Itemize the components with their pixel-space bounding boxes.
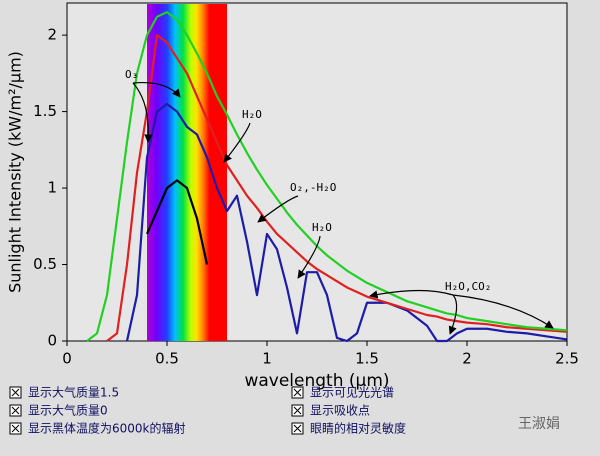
annotation: H₂O	[312, 221, 332, 234]
annotation: H₂O,CO₂	[445, 280, 491, 293]
annotation: H₂O	[242, 108, 262, 121]
x-axis-label: wavelength (µm)	[244, 371, 389, 391]
annotation-arrow	[132, 82, 153, 143]
annotation: O₃	[125, 68, 138, 81]
checkbox-cross	[293, 424, 302, 433]
annotation-arrow	[297, 235, 321, 279]
series-line	[125, 102, 568, 343]
legend-label: 眼睛的相对灵敏度	[310, 421, 406, 436]
y-axis-label: Sunlight Intensity (kW/m²/µm)	[6, 51, 25, 293]
y-tick-label: 1	[47, 179, 57, 197]
legend-label: 显示黑体温度为6000k的辐射	[28, 421, 186, 436]
checkbox-cross	[293, 406, 302, 415]
x-tick-label: 0.5	[155, 350, 179, 368]
annotation-arrow	[257, 195, 299, 223]
annotation-arrow	[369, 289, 454, 299]
annotation-arrow	[452, 294, 554, 329]
annotation-arrow	[132, 81, 181, 98]
x-tick-label: 1	[262, 350, 272, 368]
checkbox-cross	[11, 406, 20, 415]
legend-label: 显示吸收点	[310, 404, 370, 418]
visible-spectrum	[147, 4, 227, 341]
annotation-arrow	[448, 294, 458, 335]
annotation: O₂,-H₂O	[290, 181, 336, 194]
y-tick-label: 0	[47, 332, 57, 350]
checkbox-cross	[11, 388, 20, 397]
y-tick-label: 2	[47, 26, 57, 44]
x-tick-label: 0	[62, 350, 72, 368]
x-tick-label: 2.5	[555, 350, 579, 368]
series-line	[86, 11, 568, 342]
y-tick-label: 0.5	[33, 255, 57, 273]
x-tick-label: 1.5	[355, 350, 379, 368]
x-tick-label: 2	[462, 350, 472, 368]
annotation-arrow	[223, 122, 251, 163]
checkbox-cross	[11, 424, 20, 433]
legend-label: 显示大气质量1.5	[28, 385, 119, 400]
legend-label: 显示可见光光谱	[310, 386, 394, 400]
watermark: 王淑娟	[518, 416, 560, 432]
y-tick-label: 1.5	[33, 102, 57, 120]
legend-label: 显示大气质量0	[28, 403, 108, 418]
series-line	[145, 179, 209, 265]
series-line	[106, 34, 568, 342]
checkbox-cross	[293, 388, 302, 397]
